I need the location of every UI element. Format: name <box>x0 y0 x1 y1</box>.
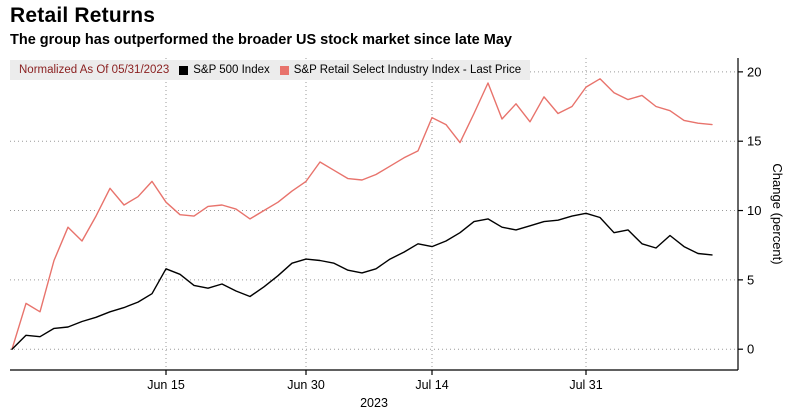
chart-header: Retail Returns The group has outperforme… <box>10 4 770 48</box>
svg-text:5: 5 <box>747 272 754 287</box>
svg-text:Jul 31: Jul 31 <box>569 378 602 392</box>
legend-label-retail: S&P Retail Select Industry Index - Last … <box>293 64 522 76</box>
svg-text:Jul 14: Jul 14 <box>415 378 448 392</box>
svg-text:0: 0 <box>747 342 754 357</box>
legend-label-sp500: S&P 500 Index <box>193 64 270 76</box>
legend-item-sp500: S&P 500 Index <box>179 64 270 76</box>
sp500-swatch-icon <box>179 65 189 75</box>
svg-text:Jun 30: Jun 30 <box>287 378 325 392</box>
svg-text:10: 10 <box>747 203 761 218</box>
svg-text:Change (percent): Change (percent) <box>770 163 785 264</box>
svg-text:Jun 15: Jun 15 <box>147 378 185 392</box>
page-title: Retail Returns <box>10 4 156 27</box>
retail-swatch-icon <box>279 65 289 75</box>
chart-subtitle: The group has outperformed the broader U… <box>10 32 512 49</box>
svg-text:2023: 2023 <box>360 396 388 410</box>
legend-item-retail: S&P Retail Select Industry Index - Last … <box>279 64 522 76</box>
svg-text:20: 20 <box>747 64 761 79</box>
legend-normalized-label: Normalized As Of 05/31/2023 <box>19 64 170 76</box>
chart-legend: Normalized As Of 05/31/2023 S&P 500 Inde… <box>10 60 531 80</box>
svg-text:15: 15 <box>747 134 761 149</box>
